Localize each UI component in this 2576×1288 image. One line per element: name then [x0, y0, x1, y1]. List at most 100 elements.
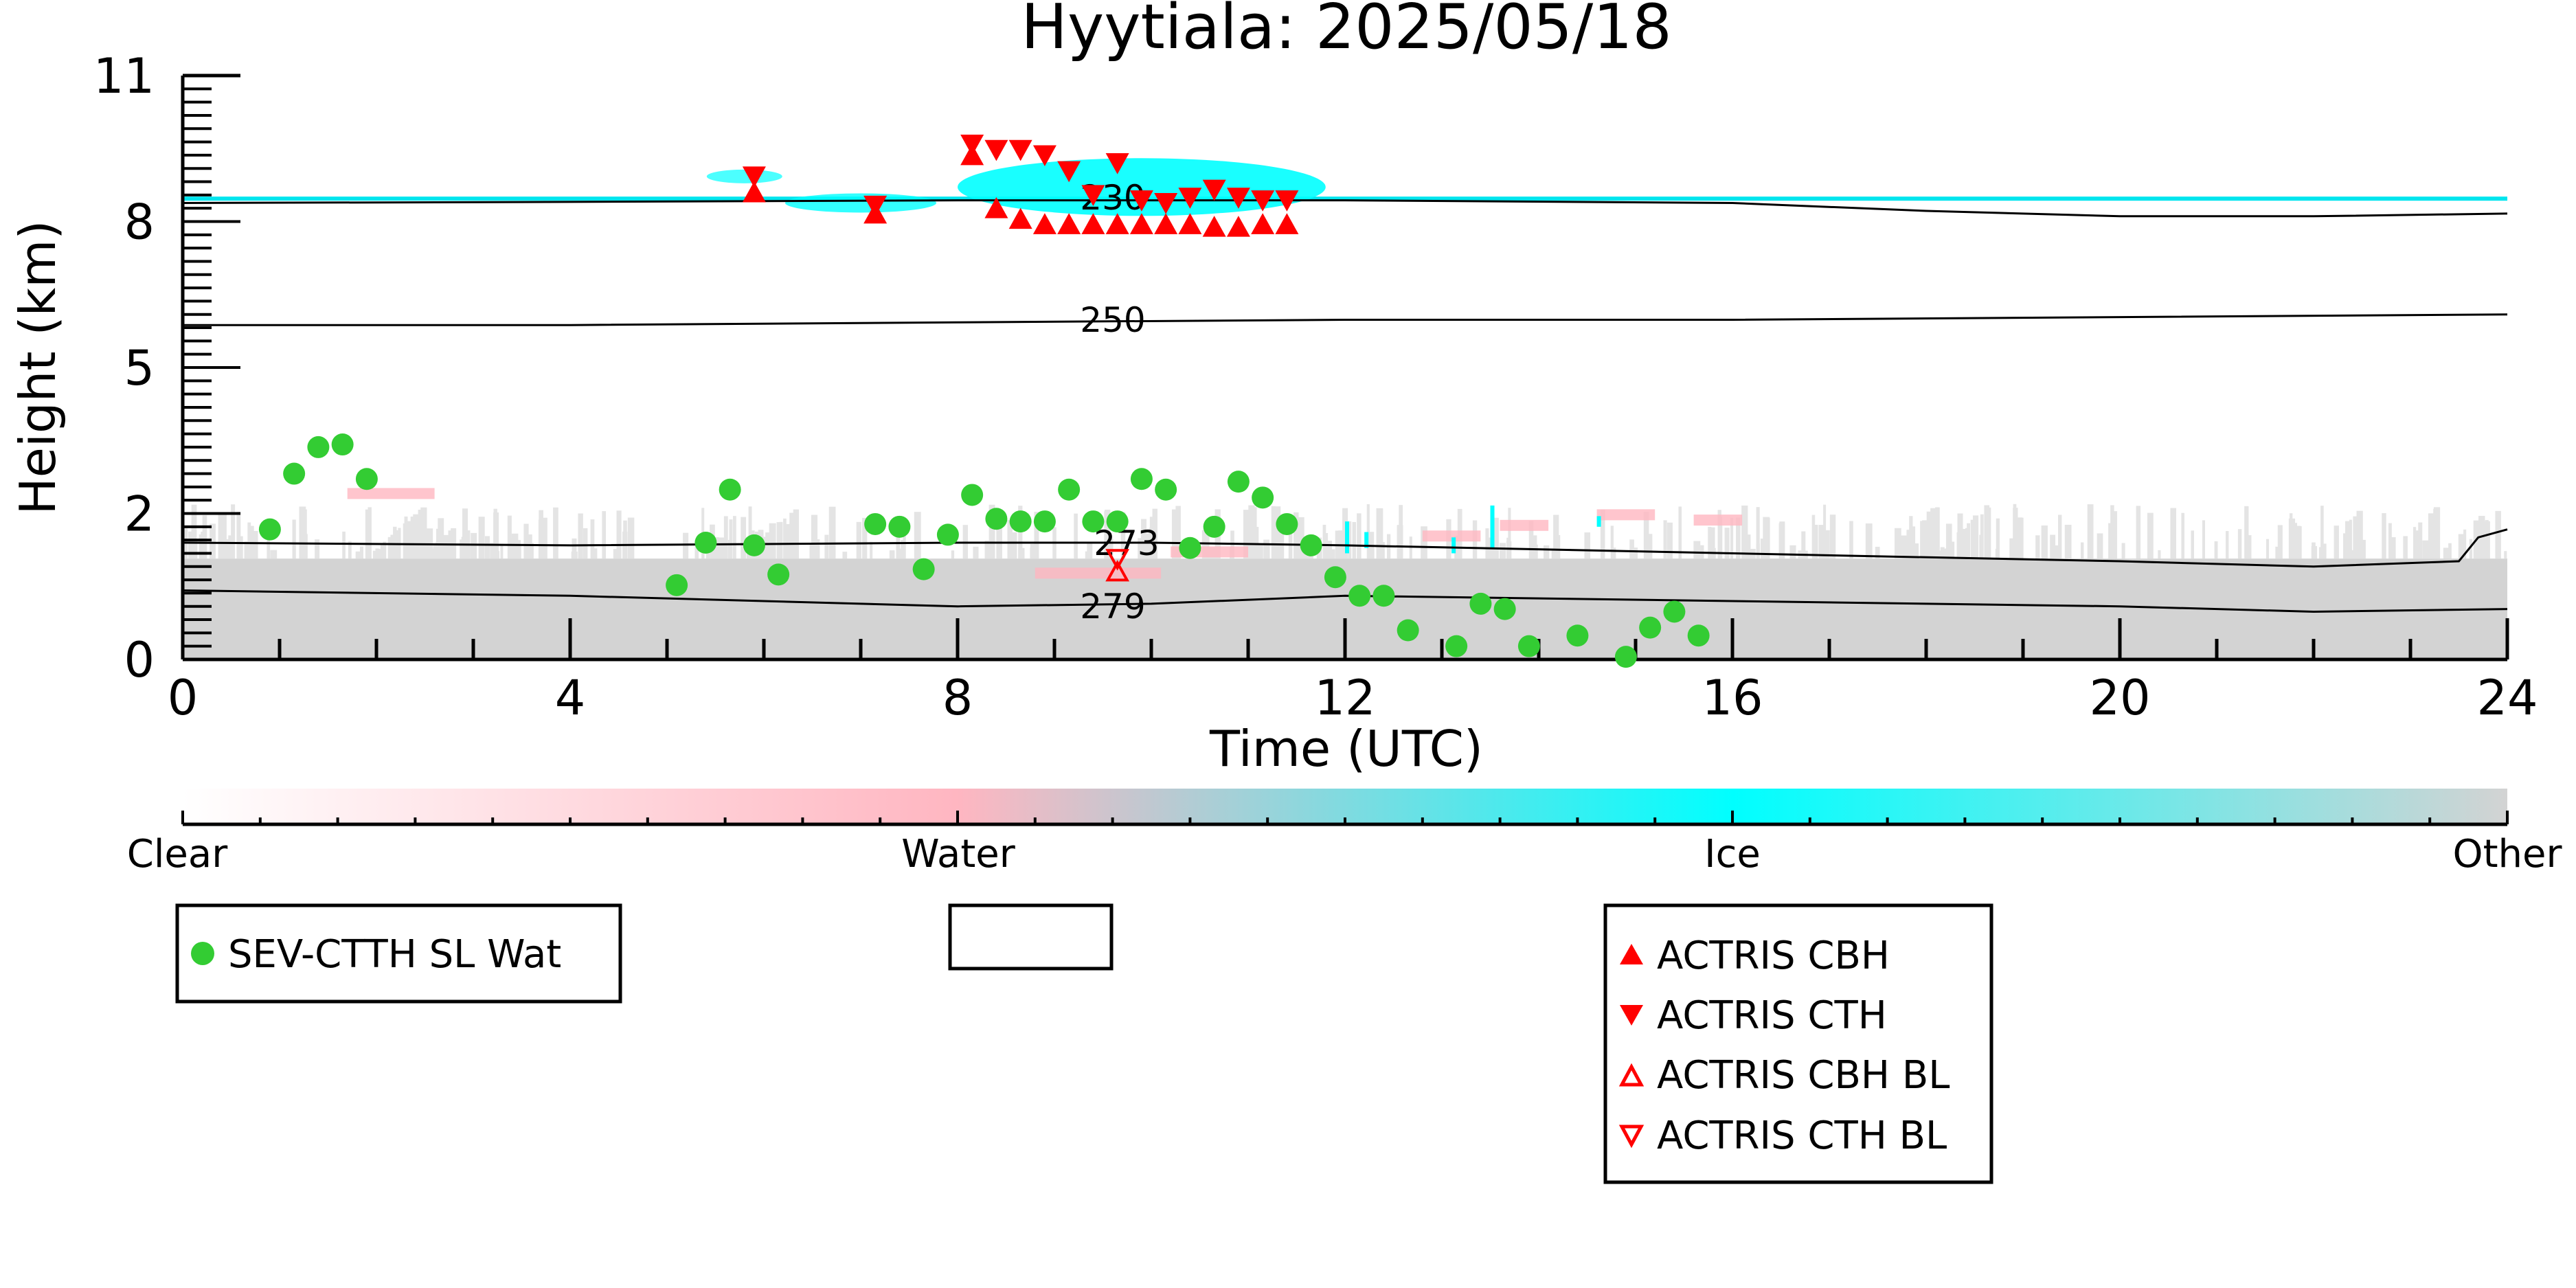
- data-point-sev-ctth: [1493, 598, 1516, 620]
- cloud-pixel-other: [355, 551, 361, 559]
- data-point-sev-ctth: [961, 484, 984, 506]
- isotherm-line: [182, 589, 2508, 613]
- cloud-pixel-other: [2504, 551, 2507, 559]
- cloud-pixel-other: [1265, 544, 1270, 559]
- data-point-actris-cbh: [1178, 213, 1202, 234]
- cloud-pixel-other: [1935, 507, 1940, 559]
- data-point-sev-ctth: [743, 534, 765, 556]
- cloud-pixel-other: [418, 510, 422, 559]
- data-point-actris-cbh: [1202, 216, 1226, 237]
- cloud-pixel-other: [462, 508, 468, 559]
- cloud-pixel-other: [763, 544, 769, 559]
- colorbar: Clear Water Ice Other: [127, 789, 2562, 877]
- data-point-sev-ctth: [912, 558, 935, 580]
- data-point-sev-ctth: [1252, 486, 1274, 509]
- cloud-pixel-other: [1326, 541, 1333, 559]
- cloud-pixel-other: [984, 540, 991, 559]
- cloud-pixel-other: [1875, 546, 1880, 559]
- cloud-pixel-other: [2202, 520, 2205, 559]
- data-point-sev-ctth: [1663, 600, 1686, 623]
- cloud-pixel-other: [368, 507, 372, 559]
- cloud-pixel-other: [1508, 508, 1511, 559]
- cloud-pixel-other: [1251, 507, 1257, 559]
- cloud-pixel-other: [1943, 548, 1947, 559]
- data-point-actris-cbh: [984, 197, 1008, 218]
- cloud-pixel-other: [2422, 540, 2429, 559]
- cloud-pixel-other: [1553, 515, 1559, 559]
- data-point-sev-ctth: [1517, 635, 1540, 657]
- data-point-sev-ctth: [1614, 646, 1637, 668]
- data-point-actris-cbh: [1251, 213, 1275, 234]
- cloud-pixel-other: [1258, 544, 1263, 559]
- cloud-pixel-other: [791, 550, 798, 559]
- data-point-sev-ctth: [1082, 510, 1105, 533]
- cloud-pixel-other: [723, 516, 728, 559]
- cloud-pixel-other: [793, 509, 800, 559]
- colorbar-label-other: Other: [2452, 832, 2562, 877]
- cloud-pixel-other: [1719, 517, 1723, 559]
- cloud-pixel-other: [1138, 538, 1144, 559]
- cloud-pixel-other: [2181, 512, 2184, 559]
- data-point-actris-cth: [1105, 153, 1129, 174]
- cloud-pixel-water: [347, 488, 435, 499]
- cloud-pixel-other: [2343, 533, 2350, 559]
- cloud-pixel-other: [1980, 514, 1984, 559]
- cloud-pixel-other: [2391, 552, 2395, 559]
- cloud-pixel-other: [2403, 536, 2408, 559]
- cloud-pixel-other: [1824, 530, 1830, 559]
- cloud-pixel-other: [342, 531, 346, 559]
- cloud-pixel-other: [2495, 510, 2501, 559]
- cloud-pixel-other: [1288, 517, 1293, 559]
- data-point-sev-ctth: [1397, 619, 1419, 642]
- cloud-pixel-other: [348, 541, 352, 559]
- cloud-pixel-other: [1175, 506, 1181, 559]
- cloud-pixel-other: [1910, 526, 1916, 559]
- x-tick-label: 12: [1314, 670, 1375, 726]
- cloud-pixel-other: [856, 521, 861, 559]
- data-point-sev-ctth: [1058, 478, 1081, 501]
- cloud-pixel-other: [1936, 550, 1941, 559]
- cloud-pixel-other: [2170, 508, 2176, 559]
- x-tick-label: 4: [555, 670, 586, 726]
- data-point-sev-ctth: [1130, 468, 1153, 490]
- cloud-pixel-other: [2112, 543, 2117, 559]
- x-tick-label: 16: [1702, 670, 1763, 726]
- cloud-pixel-other: [1074, 513, 1078, 559]
- cloud-pixel-other: [583, 528, 588, 559]
- cloud-pixel-other: [896, 535, 901, 559]
- cloud-pixel-other: [1724, 528, 1730, 559]
- cloud-pixel-other: [440, 537, 444, 559]
- cloud-pixel-other: [1745, 534, 1751, 559]
- data-point-sev-ctth: [767, 563, 790, 586]
- y-tick-labels: 0 2 5 8 11: [93, 48, 155, 688]
- cloud-pixel-other: [1812, 524, 1818, 559]
- cloud-pixel-other: [1678, 506, 1682, 559]
- cloud-pixel-other: [870, 541, 873, 559]
- cloud-pixel-other: [973, 546, 979, 559]
- legend-right: ACTRIS CBH ACTRIS CTH ACTRIS CBH BL ACTR…: [1603, 903, 1993, 1184]
- cloud-pixel-other: [1610, 526, 1614, 559]
- cloud-pixel-other: [1366, 504, 1370, 559]
- cloud-pixel-other: [1956, 532, 1962, 559]
- data-point-sev-ctth: [1276, 512, 1298, 535]
- cloud-pixel-other: [1984, 505, 1990, 559]
- cloud-pixel-other: [1612, 547, 1616, 559]
- isotherm-label-250: 250: [1080, 300, 1145, 340]
- cloud-pixel-other: [1970, 519, 1974, 559]
- legend-marker-triangle-down: [1620, 1005, 1643, 1026]
- cloud-pixel-other: [236, 511, 241, 559]
- data-point-actris-cbh: [1057, 213, 1081, 234]
- cloud-pixel-other: [1274, 506, 1281, 559]
- data-point-actris-cbh: [1105, 213, 1129, 234]
- cloud-pixel-other: [769, 523, 776, 559]
- cloud-pixel-other: [484, 536, 490, 559]
- cloud-pixel-other: [988, 504, 995, 559]
- cloud-pixel-other: [1152, 508, 1157, 559]
- data-point-actris-cbh: [1008, 207, 1032, 229]
- cloud-pixel-other: [190, 541, 198, 559]
- cloud-pixel-ice: [1451, 537, 1456, 554]
- data-point-actris-cth-bl: [1105, 549, 1130, 571]
- cloud-pixel-other: [530, 543, 534, 559]
- y-axis-label: Height (km): [9, 221, 67, 515]
- cloud-pixel-other: [828, 506, 836, 559]
